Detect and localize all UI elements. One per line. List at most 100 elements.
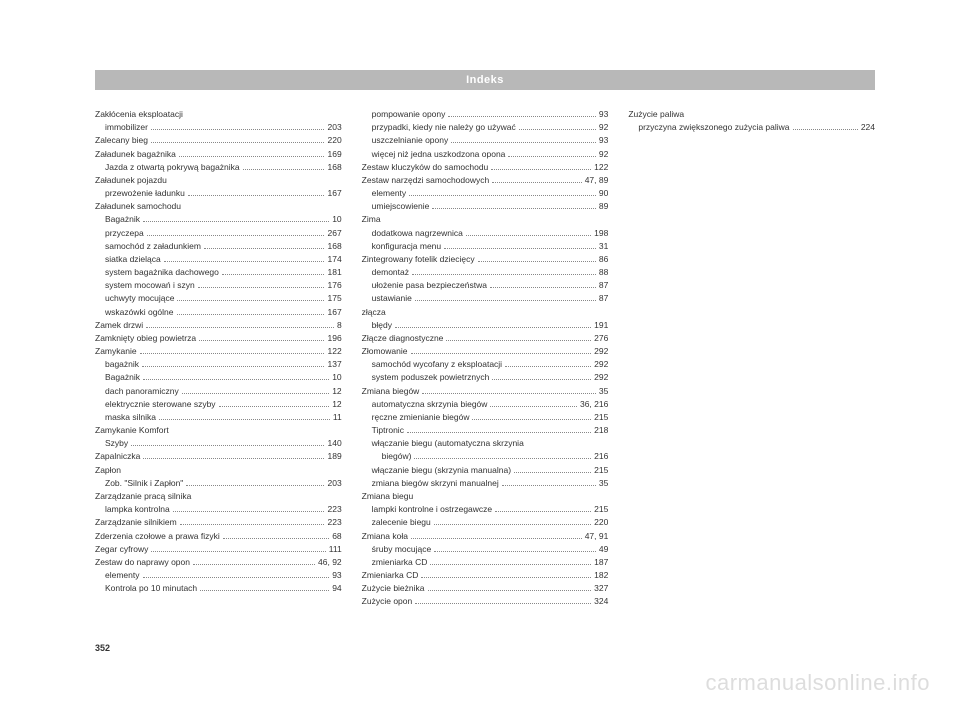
- leader-dots: [177, 314, 325, 315]
- index-label: włączanie biegu (automatyczna skrzynia: [372, 437, 524, 450]
- index-label: Załadunek bagażnika: [95, 148, 176, 161]
- index-page: 111: [329, 543, 342, 556]
- index-label: pompowanie opony: [372, 108, 446, 121]
- index-page: 267: [327, 227, 341, 240]
- index-label: Zamknięty obieg powietrza: [95, 332, 196, 345]
- index-page: 47, 91: [585, 530, 609, 543]
- index-label: Zderzenia czołowe a prawa fizyki: [95, 530, 220, 543]
- watermark: carmanualsonline.info: [705, 670, 930, 696]
- leader-dots: [173, 511, 325, 512]
- leader-dots: [502, 485, 596, 486]
- index-page: 223: [327, 516, 341, 529]
- index-page: 215: [594, 503, 608, 516]
- column-1: Zakłócenia eksploatacjiimmobilizer203Zal…: [95, 108, 342, 609]
- index-page: 86: [599, 253, 608, 266]
- index-label: Zmiana biegu: [362, 490, 414, 503]
- index-label: Zmiana koła: [362, 530, 408, 543]
- index-entry: wskazówki ogólne167: [95, 306, 342, 319]
- index-entry: zalecenie biegu220: [362, 516, 609, 529]
- index-heading: Zmiana biegu: [362, 490, 609, 503]
- index-entry: lampka kontrolna223: [95, 503, 342, 516]
- leader-dots: [492, 379, 591, 380]
- leader-dots: [140, 353, 325, 354]
- leader-dots: [414, 458, 591, 459]
- index-label: system mocowań i szyn: [105, 279, 195, 292]
- index-entry: uszczelnianie opony93: [362, 134, 609, 147]
- index-page: 224: [861, 121, 875, 134]
- index-page: 215: [594, 411, 608, 424]
- index-entry: śruby mocujące49: [362, 543, 609, 556]
- index-label: automatyczna skrzynia biegów: [372, 398, 488, 411]
- index-entry: przewożenie ładunku167: [95, 187, 342, 200]
- index-entry: przypadki, kiedy nie należy go używać92: [362, 121, 609, 134]
- index-entry: demontaż88: [362, 266, 609, 279]
- index-label: lampki kontrolne i ostrzegawcze: [372, 503, 492, 516]
- index-entry: lampki kontrolne i ostrzegawcze 215: [362, 503, 609, 516]
- index-label: ręczne zmienianie biegów: [372, 411, 470, 424]
- leader-dots: [514, 472, 591, 473]
- index-page: 89: [599, 200, 608, 213]
- index-page: 292: [594, 371, 608, 384]
- index-entry: Złomowanie292: [362, 345, 609, 358]
- index-entry: Zestaw kluczyków do samochodu122: [362, 161, 609, 174]
- leader-dots: [478, 261, 596, 262]
- index-page: 122: [327, 345, 341, 358]
- leader-dots: [434, 524, 591, 525]
- index-label: samochód wycofany z eksploatacji: [372, 358, 502, 371]
- leader-dots: [411, 353, 592, 354]
- index-label: elektrycznie sterowane szyby: [105, 398, 216, 411]
- leader-dots: [143, 221, 329, 222]
- leader-dots: [186, 485, 324, 486]
- index-entry: pompowanie opony 93: [362, 108, 609, 121]
- leader-dots: [409, 195, 596, 196]
- index-entry: elementy90: [362, 187, 609, 200]
- index-entry: bagażnik137: [95, 358, 342, 371]
- leader-dots: [519, 129, 596, 130]
- index-label: ułożenie pasa bezpieczeństwa: [372, 279, 487, 292]
- index-entry: system mocowań i szyn176: [95, 279, 342, 292]
- index-label: ustawianie: [372, 292, 412, 305]
- index-label: Zmiana biegów: [362, 385, 420, 398]
- index-entry: siatka dzieląca174: [95, 253, 342, 266]
- index-entry: system bagażnika dachowego181: [95, 266, 342, 279]
- index-entry: Zmiana biegów35: [362, 385, 609, 398]
- index-label: złącza: [362, 306, 386, 319]
- column-3: Zużycie paliwaprzyczyna zwiększonego zuż…: [628, 108, 875, 609]
- index-heading: Załadunek pojazdu: [95, 174, 342, 187]
- index-label: Zamykanie: [95, 345, 137, 358]
- index-label: Zestaw do naprawy opon: [95, 556, 190, 569]
- index-page: 10: [332, 371, 341, 384]
- leader-dots: [490, 406, 577, 407]
- index-entry: dodatkowa nagrzewnica198: [362, 227, 609, 240]
- leader-dots: [143, 458, 324, 459]
- index-entry: maska silnika11: [95, 411, 342, 424]
- index-entry: ręczne zmienianie biegów 215: [362, 411, 609, 424]
- index-label: zmieniarka CD: [372, 556, 428, 569]
- index-label: Zużycie opon: [362, 595, 413, 608]
- index-page: 87: [599, 292, 608, 305]
- leader-dots: [143, 577, 330, 578]
- index-entry: Zmiana koła 47, 91: [362, 530, 609, 543]
- index-label: wskazówki ogólne: [105, 306, 174, 319]
- index-label: system poduszek powietrznych: [372, 371, 490, 384]
- leader-dots: [466, 235, 591, 236]
- index-entry: Zegar cyfrowy111: [95, 543, 342, 556]
- index-heading: Zima: [362, 213, 609, 226]
- index-label: Złącze diagnostyczne: [362, 332, 444, 345]
- index-page: 87: [599, 279, 608, 292]
- index-entry: Zalecany bieg220: [95, 134, 342, 147]
- index-page: 220: [327, 134, 341, 147]
- index-page: 31: [599, 240, 608, 253]
- index-entry: Zintegrowany fotelik dziecięcy86: [362, 253, 609, 266]
- index-label: przewożenie ładunku: [105, 187, 185, 200]
- leader-dots: [491, 169, 591, 170]
- leader-dots: [451, 142, 596, 143]
- index-label: Zmieniarka CD: [362, 569, 419, 582]
- index-label: zalecenie biegu: [372, 516, 431, 529]
- index-entry: przyczyna zwiększonego zużycia paliwa224: [628, 121, 875, 134]
- index-label: samochód z załadunkiem: [105, 240, 201, 253]
- index-page: 93: [599, 108, 608, 121]
- index-label: Zamykanie Komfort: [95, 424, 169, 437]
- index-label: zmiana biegów skrzyni manualnej: [372, 477, 499, 490]
- index-page: 216: [594, 450, 608, 463]
